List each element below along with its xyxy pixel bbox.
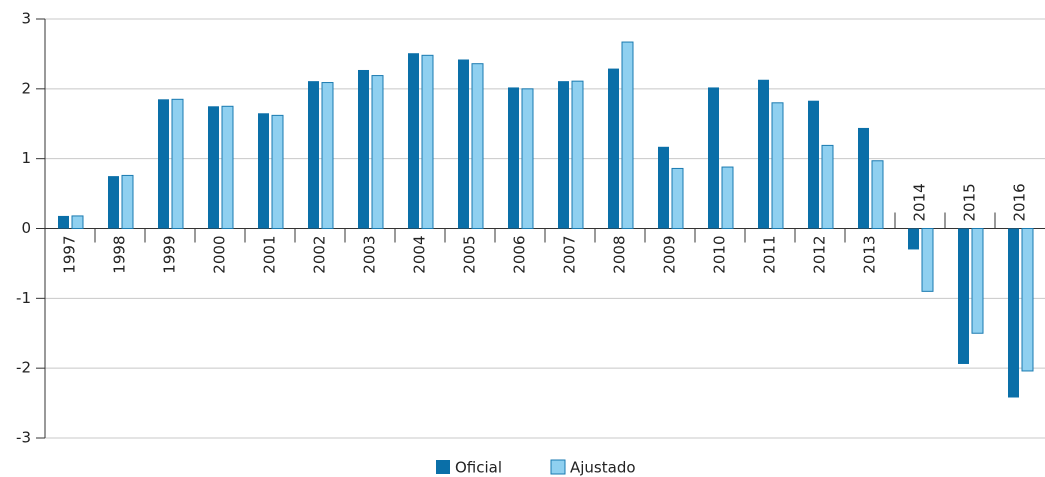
bar [808,100,819,229]
bar [958,228,969,364]
y-tick-label: -2 [16,359,31,377]
bar [608,68,619,229]
x-tick-label: 2000 [211,236,229,274]
bar [71,215,84,229]
y-tick-label: 0 [21,219,31,237]
x-tick-label: 2003 [361,236,379,274]
bar [771,102,784,229]
x-tick-label: 2002 [311,236,329,274]
x-tick-label: 2011 [761,236,779,274]
bar [458,59,469,229]
y-tick-label: 1 [21,149,31,167]
bar [908,228,919,250]
bar [271,114,284,229]
bar [358,69,369,229]
bar [971,228,984,334]
x-tick-label: 1997 [61,236,79,274]
x-tick-label: 2012 [811,236,829,274]
bar [321,82,334,229]
x-tick-label: 2015 [961,183,979,221]
bar [571,80,584,229]
x-tick-label: 2001 [261,236,279,274]
x-tick-label: 2009 [661,236,679,274]
y-tick-label: 3 [21,10,31,28]
x-tick-label: 1999 [161,236,179,274]
x-tick-label: 2010 [711,236,729,274]
x-tick-label: 2014 [911,183,929,221]
bar [721,166,734,229]
x-tick-label: 2016 [1011,183,1029,221]
legend-label: Ajustado [570,459,636,477]
bar [158,99,169,229]
bar [521,88,534,230]
bar [858,127,869,229]
y-tick-label: 2 [21,79,31,97]
bar [121,174,134,229]
bar [658,146,669,229]
legend-swatch [436,460,450,474]
bar [558,81,569,229]
bar [421,54,434,229]
bar [171,98,184,229]
bar [471,63,484,230]
bar [708,87,719,229]
bar [1021,228,1034,372]
bar [308,81,319,229]
bar [621,41,634,229]
y-tick-label: -3 [16,429,31,447]
bar [508,87,519,229]
bar [871,160,884,230]
x-tick-label: 2005 [461,236,479,274]
bar [821,144,834,229]
y-tick-label: -1 [16,289,31,307]
bar [671,167,684,229]
bar [258,113,269,229]
x-tick-label: 2013 [861,236,879,274]
bar [758,79,769,229]
legend-swatch [550,459,566,475]
x-tick-label: 2004 [411,236,429,274]
bar [208,106,219,229]
legend-label: Oficial [455,459,502,477]
bar [371,75,384,229]
bar [408,53,419,229]
x-tick-label: 2006 [511,236,529,274]
x-tick-label: 2007 [561,236,579,274]
bar [108,176,119,229]
bar [921,228,934,292]
x-tick-label: 1998 [111,236,129,274]
bar [58,215,69,229]
bar [1008,228,1019,398]
bar [221,105,234,229]
x-tick-label: 2008 [611,236,629,274]
